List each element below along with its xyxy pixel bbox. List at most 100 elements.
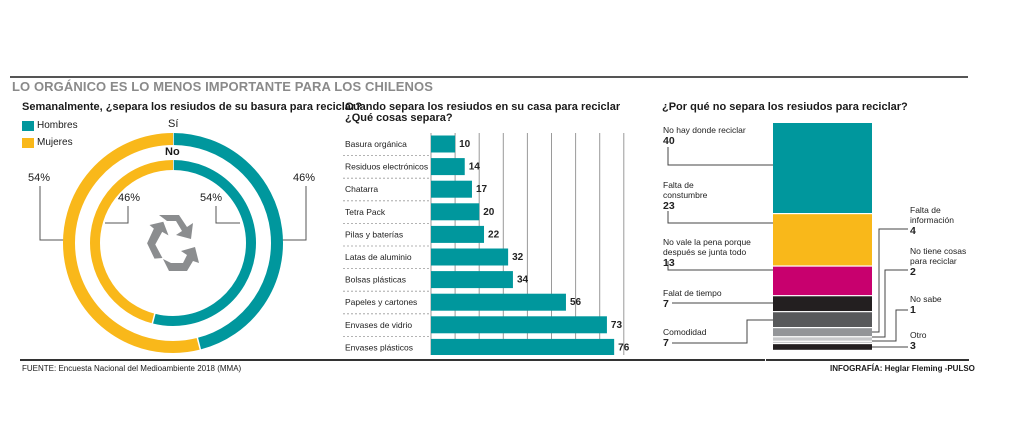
category-label: Residuos electrónicos bbox=[345, 162, 428, 172]
recycle-icon bbox=[147, 215, 199, 271]
segment-label: No tiene cosas para reciclar 2 bbox=[910, 246, 966, 278]
segment-label: Falta de información 4 bbox=[910, 205, 954, 237]
leader-line-si-mujeres bbox=[39, 186, 66, 241]
pct-si-hombres: 46% bbox=[293, 172, 316, 184]
donut-arc-si-hombres bbox=[172, 133, 283, 350]
bar-value-label: 34 bbox=[517, 275, 529, 286]
ring-label-si: Sí bbox=[168, 118, 179, 130]
pct-no-mujeres: 46% bbox=[118, 192, 141, 204]
segment-label: No hay donde reciclar 40 bbox=[663, 125, 746, 147]
stack-segment bbox=[773, 123, 872, 213]
segment-label-text: constumbre bbox=[663, 190, 708, 200]
segment-value: 13 bbox=[663, 257, 675, 269]
category-label: Envases plásticos bbox=[345, 342, 413, 352]
segment-label-text: Falta de bbox=[663, 180, 694, 190]
horizontal-bar-chart: Basura orgánica 10 Residuos electrónicos 14… bbox=[343, 133, 630, 355]
segment-value: 2 bbox=[910, 266, 916, 278]
segment-label-text: para reciclar bbox=[910, 256, 957, 266]
ring-label-no: No bbox=[165, 146, 180, 158]
bar bbox=[431, 248, 509, 266]
stacked-chart-title: ¿Por qué no separa los resiudos para rec… bbox=[662, 101, 908, 113]
segment-value: 3 bbox=[910, 340, 916, 352]
segment-value: 7 bbox=[663, 337, 669, 349]
category-label: Envases de vidrio bbox=[345, 320, 412, 330]
stacked-bar-chart bbox=[667, 123, 908, 350]
stack-segment bbox=[773, 296, 872, 312]
category-label: Papeles y cartones bbox=[345, 297, 417, 307]
segment-label-text: No sabe bbox=[910, 294, 942, 304]
stack-segment bbox=[773, 341, 872, 343]
legend-label-hombres: Hombres bbox=[37, 120, 78, 131]
bar-value-label: 10 bbox=[459, 139, 471, 150]
segment-value: 23 bbox=[663, 200, 675, 212]
leader-line-no-hombres bbox=[215, 206, 240, 224]
donut-arc-si-mujeres bbox=[63, 133, 201, 353]
leader-line-si-hombres bbox=[280, 186, 307, 241]
segment-label: Comodidad 7 bbox=[663, 327, 706, 349]
donut-separator bbox=[196, 336, 202, 351]
bar bbox=[431, 293, 566, 311]
bar-value-label: 56 bbox=[570, 297, 582, 308]
segment-label-text: Falat de tiempo bbox=[663, 288, 722, 298]
pct-no-hombres: 54% bbox=[200, 192, 223, 204]
stack-segment bbox=[773, 337, 872, 341]
stack-segment bbox=[773, 344, 872, 350]
donut-chart bbox=[39, 132, 307, 353]
legend-label-mujeres: Mujeres bbox=[37, 137, 73, 148]
segment-label-text: información bbox=[910, 215, 954, 225]
segment-label-text: Falta de bbox=[910, 205, 941, 215]
source-note: FUENTE: Encuesta Nacional del Medioambie… bbox=[22, 364, 242, 373]
leader-line bbox=[872, 269, 908, 338]
bar bbox=[431, 225, 485, 243]
bar bbox=[431, 135, 456, 153]
bottom-rule-left bbox=[20, 359, 765, 361]
category-label: Bolsas plásticas bbox=[345, 275, 406, 285]
category-label: Pilas y baterías bbox=[345, 229, 403, 239]
top-rule bbox=[10, 76, 968, 78]
leader-line bbox=[672, 319, 773, 344]
leader-line bbox=[872, 228, 908, 333]
segment-value: 1 bbox=[910, 304, 916, 316]
legend-item-mujeres: Mujeres bbox=[22, 137, 73, 148]
legend-swatch-hombres bbox=[22, 120, 34, 131]
segment-value: 7 bbox=[663, 298, 669, 310]
stack-segment bbox=[773, 328, 872, 337]
segment-label-text: No hay donde reciclar bbox=[663, 125, 746, 135]
stack-segment bbox=[773, 214, 872, 266]
segment-label: Otro 3 bbox=[910, 330, 927, 352]
bar bbox=[431, 271, 513, 289]
segment-label: Falta de constumbre 23 bbox=[663, 180, 707, 212]
bar-chart-title-line-2: ¿Qué cosas separa? bbox=[345, 112, 453, 124]
legend-item-hombres: Hombres bbox=[22, 120, 78, 131]
segment-label-text: No vale la pena porque bbox=[663, 237, 751, 247]
bar bbox=[431, 316, 607, 334]
bar-value-label: 14 bbox=[469, 162, 481, 173]
credit-prefix: INFOGRAFÍA: Heglar Fleming - bbox=[830, 364, 948, 373]
segment-value: 4 bbox=[910, 225, 916, 237]
segment-label: Falat de tiempo 7 bbox=[663, 288, 722, 310]
credit-note: INFOGRAFÍA: Heglar Fleming -PULSO bbox=[830, 364, 975, 373]
segment-label: No sabe 1 bbox=[910, 294, 942, 316]
infographic-title: LO ORGÁNICO ES LO MENOS IMPORTANTE PARA … bbox=[12, 79, 433, 94]
leader-line bbox=[667, 147, 773, 166]
credit-brand: PULSO bbox=[947, 364, 975, 373]
segment-label-text: Otro bbox=[910, 330, 927, 340]
legend-swatch-mujeres bbox=[22, 137, 34, 148]
category-label: Tetra Pack bbox=[345, 207, 386, 217]
category-label: Chatarra bbox=[345, 184, 378, 194]
bar-value-label: 73 bbox=[611, 320, 623, 331]
segment-value: 40 bbox=[663, 135, 675, 147]
bar bbox=[431, 180, 472, 198]
category-label: Latas de aluminio bbox=[345, 252, 412, 262]
pct-si-mujeres: 54% bbox=[28, 172, 51, 184]
donut-separator bbox=[151, 312, 156, 325]
bar-value-label: 20 bbox=[483, 207, 495, 218]
bottom-rule-right bbox=[766, 359, 969, 361]
segment-label-text: después se junta todo bbox=[663, 247, 747, 257]
category-label: Basura orgánica bbox=[345, 139, 407, 149]
segment-label-text: Comodidad bbox=[663, 327, 707, 337]
leader-line bbox=[872, 309, 908, 342]
bar-value-label: 76 bbox=[618, 342, 630, 353]
bar bbox=[431, 203, 480, 221]
donut-chart-title: Semanalmente, ¿separa los resiudos de su… bbox=[22, 101, 362, 113]
